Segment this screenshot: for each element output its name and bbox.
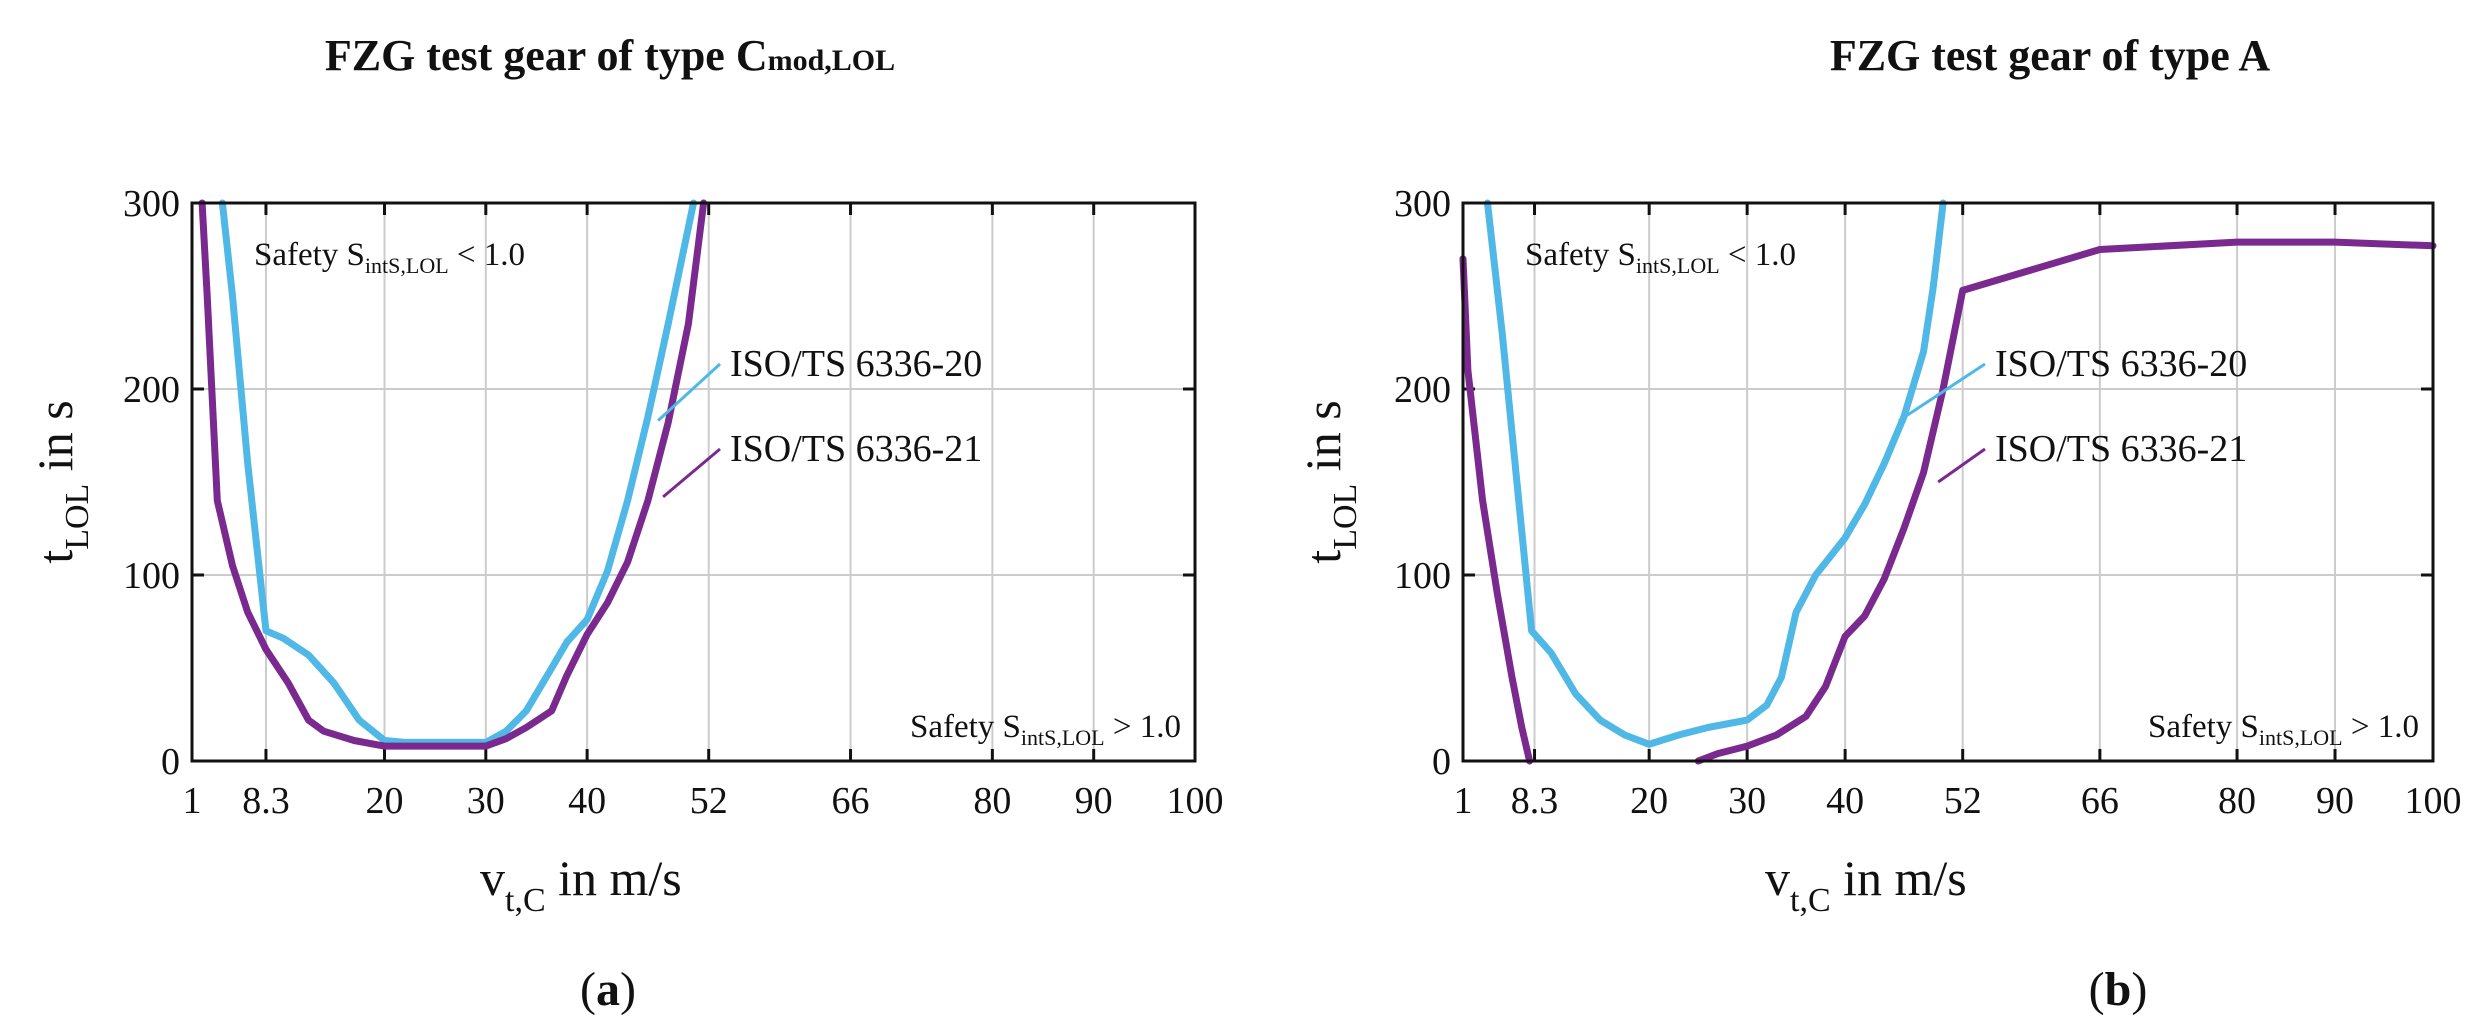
x-tick-label: 40 — [568, 780, 606, 822]
annotation-subscript: intS,LOL — [2259, 725, 2343, 750]
y-axis-label-unit: in s — [1295, 400, 1351, 483]
series-line — [1484, 199, 1947, 748]
y-axis-label-subscript: LOL — [1327, 484, 1364, 550]
series-line — [218, 199, 697, 746]
x-tick-label: 100 — [1167, 780, 1224, 822]
legend-leader-line — [1937, 447, 1986, 484]
y-tick-label: 300 — [1394, 183, 1451, 225]
legend-leader-line — [657, 362, 722, 422]
x-tick-label: 1 — [1454, 780, 1473, 822]
x-tick-label: 8.3 — [1511, 780, 1559, 822]
legend-label: ISO/TS 6336-20 — [730, 343, 982, 385]
caption-paren: ( — [580, 963, 596, 1016]
caption-paren: ) — [620, 963, 636, 1016]
x-axis-label: vt,C in m/s — [1765, 850, 1967, 919]
safety-annotation-upper: Safety SintS,LOL < 1.0 — [254, 237, 525, 278]
x-axis-label-subscript: t,C — [505, 882, 546, 919]
series-line — [1694, 238, 2437, 765]
x-axis-label-symbol: v — [480, 850, 505, 906]
legend-leader-line — [1898, 362, 1986, 422]
annotation-text: Safety S — [910, 709, 1021, 745]
chart-title: FZG test gear of type Cmod,LOL — [325, 31, 895, 80]
safety-annotation-lower: Safety SintS,LOL > 1.0 — [910, 709, 1181, 750]
chart-title-subscript: mod,LOL — [768, 44, 896, 77]
annotation-text: < 1.0 — [1720, 237, 1796, 273]
annotation-text: Safety S — [254, 237, 365, 273]
annotation-subscript: intS,LOL — [1636, 253, 1720, 278]
y-tick-label: 200 — [123, 369, 180, 411]
x-axis-label-symbol: v — [1765, 850, 1790, 906]
x-tick-label: 30 — [1728, 780, 1766, 822]
y-tick-label: 300 — [123, 183, 180, 225]
y-tick-label: 100 — [1394, 555, 1451, 597]
legend-label: ISO/TS 6336-21 — [1995, 428, 2247, 470]
y-axis-label: tLOL in s — [1295, 400, 1364, 563]
x-axis-label-subscript: t,C — [1790, 882, 1831, 919]
legend-label: ISO/TS 6336-21 — [730, 428, 982, 470]
annotation-text: > 1.0 — [2343, 709, 2419, 745]
x-tick-label: 20 — [1630, 780, 1668, 822]
y-tick-label: 0 — [1432, 741, 1451, 783]
series-line — [198, 199, 708, 750]
chart-title-text: FZG test gear of type A — [1830, 31, 2271, 80]
x-axis-label: vt,C in m/s — [480, 850, 682, 919]
x-tick-label: 90 — [1075, 780, 1113, 822]
annotation-subscript: intS,LOL — [1021, 725, 1105, 750]
caption-letter: b — [2105, 963, 2132, 1016]
chart-title: FZG test gear of type A — [1830, 31, 2271, 80]
caption-paren: ) — [2131, 963, 2147, 1016]
y-axis-label-subscript: LOL — [59, 484, 96, 550]
x-tick-label: 52 — [1944, 780, 1982, 822]
x-tick-label: 90 — [2316, 780, 2354, 822]
x-tick-label: 40 — [1826, 780, 1864, 822]
panel-caption: (b) — [2089, 963, 2148, 1016]
x-tick-label: 30 — [467, 780, 505, 822]
x-tick-label: 100 — [2405, 780, 2462, 822]
caption-paren: ( — [2089, 963, 2105, 1016]
x-tick-label: 20 — [365, 780, 403, 822]
y-tick-label: 0 — [161, 741, 180, 783]
panel-a: FZG test gear of type Cmod,LOL 1 8.3 20 30 40… — [27, 31, 1224, 1016]
x-tick-label: 80 — [973, 780, 1011, 822]
y-tick-label: 100 — [123, 555, 180, 597]
annotation-text: < 1.0 — [449, 237, 525, 273]
annotation-subscript: intS,LOL — [365, 253, 449, 278]
legend-leader-line — [662, 447, 721, 499]
x-tick-label: 66 — [2081, 780, 2119, 822]
panel-b: FZG test gear of type A 1 8.3 20 30 40 52 66 80 9… — [1295, 31, 2462, 1016]
x-tick-label: 66 — [832, 780, 870, 822]
plot-frame — [190, 201, 1197, 763]
plot-frame — [1461, 201, 2435, 763]
annotation-text: > 1.0 — [1105, 709, 1181, 745]
y-tick-label: 200 — [1394, 369, 1451, 411]
y-axis-label-unit: in s — [27, 400, 83, 483]
x-tick-label: 8.3 — [242, 780, 290, 822]
legend-label: ISO/TS 6336-20 — [1995, 343, 2247, 385]
annotation-text: Safety S — [1525, 237, 1636, 273]
annotation-text: Safety S — [2148, 709, 2259, 745]
panel-caption: (a) — [580, 963, 636, 1016]
safety-annotation-lower: Safety SintS,LOL > 1.0 — [2148, 709, 2419, 750]
chart-title-text: FZG test gear of type C — [325, 31, 768, 80]
series-line — [1459, 255, 1534, 765]
x-tick-label: 80 — [2218, 780, 2256, 822]
caption-letter: a — [596, 963, 620, 1016]
y-axis-label-symbol: t — [1295, 550, 1351, 564]
y-axis-label-symbol: t — [27, 550, 83, 564]
x-tick-label: 1 — [183, 780, 202, 822]
x-axis-label-unit: in m/s — [546, 850, 682, 906]
safety-annotation-upper: Safety SintS,LOL < 1.0 — [1525, 237, 1796, 278]
x-tick-label: 52 — [690, 780, 728, 822]
x-axis-label-unit: in m/s — [1831, 850, 1967, 906]
y-axis-label: tLOL in s — [27, 400, 96, 563]
